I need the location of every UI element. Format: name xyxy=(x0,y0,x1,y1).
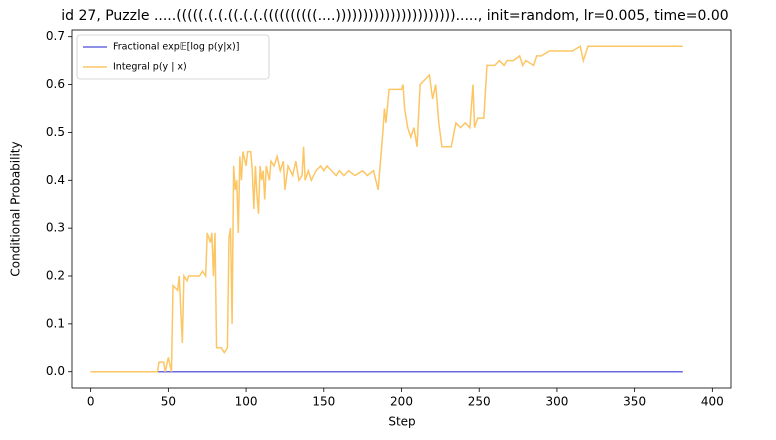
x-tick-label: 150 xyxy=(312,395,335,409)
y-tick-label: 0.5 xyxy=(46,125,65,139)
y-tick-label: 0.6 xyxy=(46,77,65,91)
chart-title: id 27, Puzzle .....(((((.(.(.((.(.(.((((… xyxy=(61,8,728,24)
x-tick-label: 400 xyxy=(701,395,724,409)
y-tick-label: 0.7 xyxy=(46,29,65,43)
x-tick-label: 200 xyxy=(390,395,413,409)
series-line xyxy=(90,45,683,373)
x-tick-label: 300 xyxy=(545,395,568,409)
legend-label: Fractional exp𝔼[log p(y|x)] xyxy=(113,42,239,53)
axes-frame xyxy=(71,29,732,389)
x-tick-label: 50 xyxy=(161,395,176,409)
x-tick-label: 0 xyxy=(87,395,95,409)
x-tick-label: 250 xyxy=(468,395,491,409)
y-tick-label: 0.1 xyxy=(46,316,65,330)
legend-label: Integral p(y | x) xyxy=(113,62,187,73)
y-tick-label: 0.0 xyxy=(46,364,65,378)
x-axis-label: Step xyxy=(388,415,415,429)
x-tick-label: 100 xyxy=(235,395,258,409)
y-tick-label: 0.3 xyxy=(46,221,65,235)
y-axis-label: Conditional Probability xyxy=(9,141,23,276)
legend-box xyxy=(76,34,270,80)
y-tick-label: 0.4 xyxy=(46,173,65,187)
x-tick-label: 350 xyxy=(623,395,646,409)
y-tick-label: 0.2 xyxy=(46,269,65,283)
